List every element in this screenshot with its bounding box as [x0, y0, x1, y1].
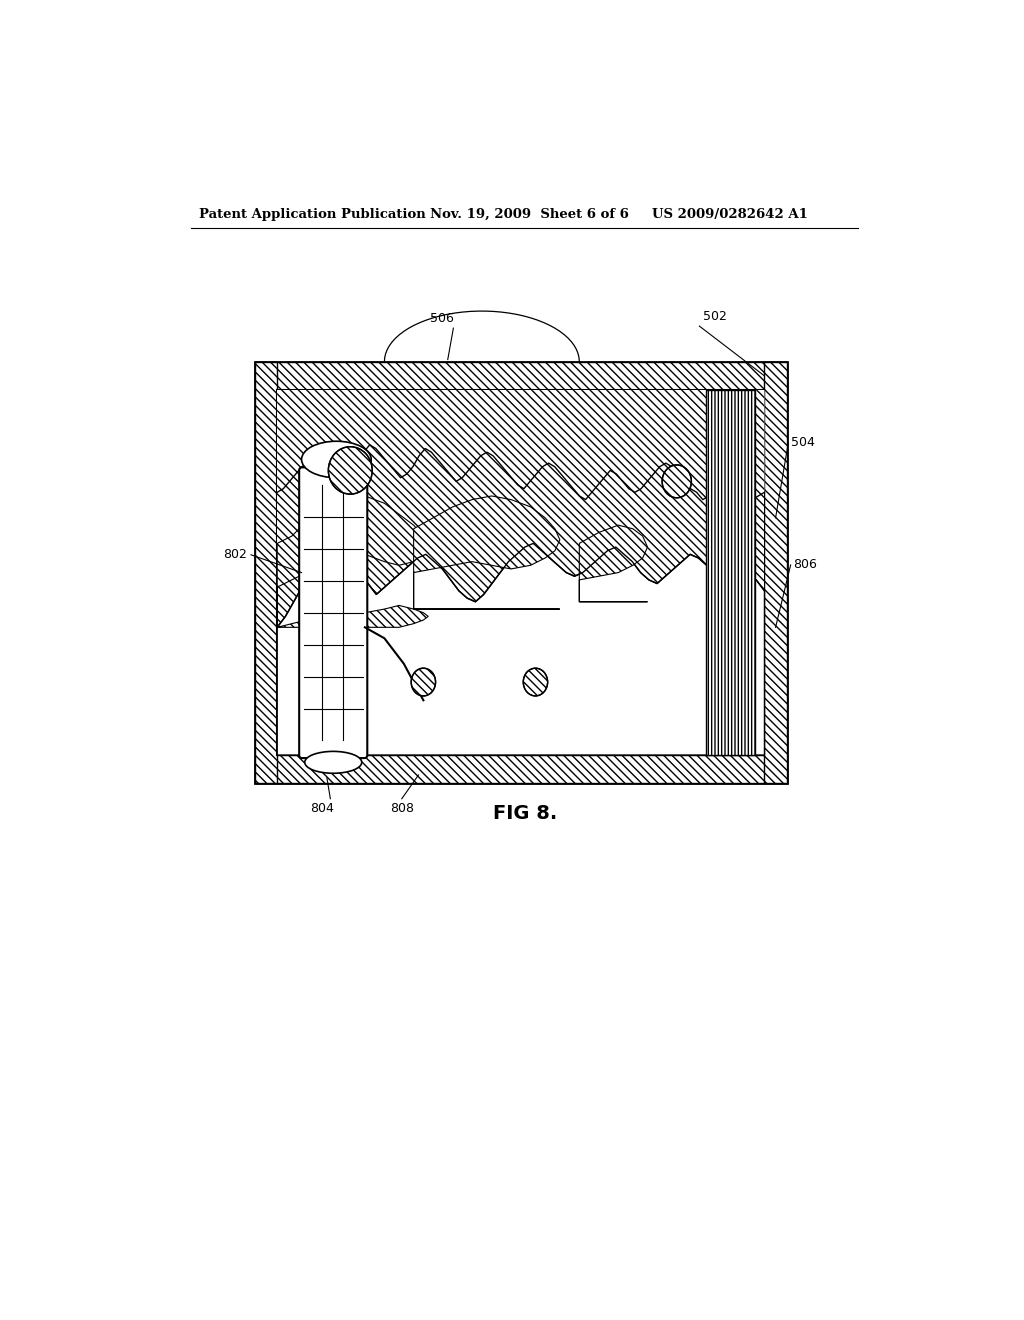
Polygon shape — [255, 362, 278, 784]
Text: Patent Application Publication: Patent Application Publication — [200, 207, 426, 220]
Polygon shape — [414, 496, 560, 609]
Polygon shape — [255, 362, 786, 391]
Polygon shape — [278, 496, 428, 627]
Polygon shape — [580, 525, 647, 602]
Polygon shape — [278, 391, 765, 503]
Ellipse shape — [305, 751, 361, 774]
Text: 806: 806 — [793, 558, 817, 572]
Bar — [255, 362, 786, 784]
FancyBboxPatch shape — [299, 467, 368, 758]
Polygon shape — [255, 755, 786, 784]
Bar — [278, 391, 765, 755]
Ellipse shape — [412, 668, 435, 696]
Text: 802: 802 — [223, 548, 247, 561]
Polygon shape — [278, 544, 765, 755]
Bar — [706, 391, 755, 755]
Bar — [278, 391, 765, 755]
Ellipse shape — [523, 668, 548, 696]
Ellipse shape — [329, 446, 372, 494]
Text: 808: 808 — [390, 801, 414, 814]
Polygon shape — [765, 362, 786, 784]
Text: US 2009/0282642 A1: US 2009/0282642 A1 — [652, 207, 808, 220]
Text: Nov. 19, 2009  Sheet 6 of 6: Nov. 19, 2009 Sheet 6 of 6 — [430, 207, 629, 220]
Text: 502: 502 — [703, 310, 727, 323]
Text: 504: 504 — [791, 437, 814, 450]
Ellipse shape — [301, 441, 372, 478]
Text: 506: 506 — [429, 312, 454, 325]
Text: FIG 8.: FIG 8. — [493, 804, 557, 824]
Text: 804: 804 — [310, 801, 335, 814]
Ellipse shape — [663, 465, 691, 498]
